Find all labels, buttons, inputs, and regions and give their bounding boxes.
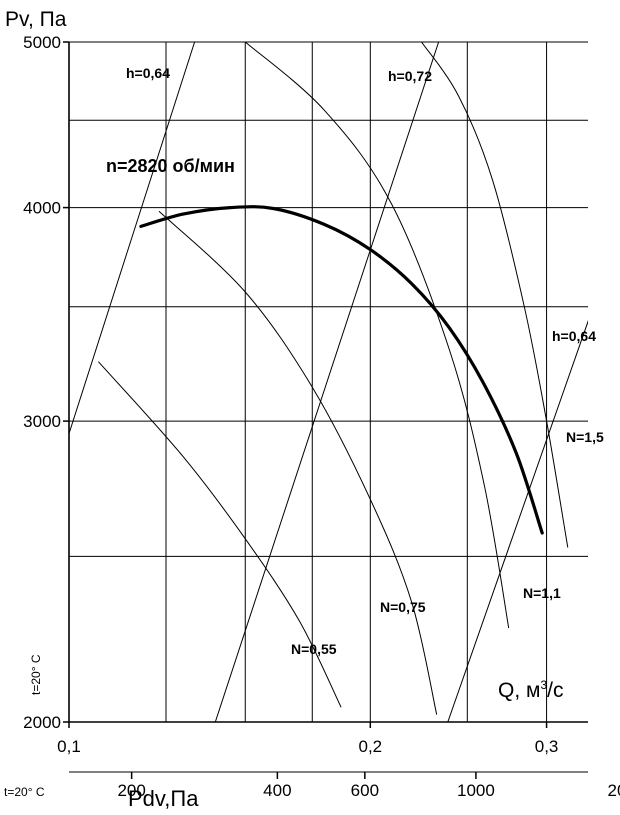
- pdv-axis-title: Pdv,Па: [128, 786, 199, 811]
- pdv-tick-label-3: 1000: [457, 781, 495, 800]
- label-h-072: h=0,72: [388, 68, 432, 84]
- label-n-075: N=0,75: [380, 599, 426, 615]
- plot-frame: [68, 41, 588, 773]
- label-h-064-right: h=0,64: [552, 328, 596, 344]
- power-curve-1: [158, 210, 438, 715]
- main-curve: [139, 205, 544, 535]
- x-tick-label-1: 0,2: [358, 737, 382, 756]
- power-curve-2: [244, 42, 510, 629]
- temp-label-x: t=20° C: [4, 785, 45, 799]
- x-tick-label-2: 0,3: [535, 737, 559, 756]
- label-h-064-left: h=0,64: [126, 65, 170, 81]
- power-curve-0: [98, 361, 342, 708]
- power-curve-3: [421, 42, 569, 548]
- efficiency-line-1: [214, 42, 440, 722]
- y-tick-label-2: 4000: [23, 199, 61, 218]
- label-n-11: N=1,1: [523, 585, 561, 601]
- label-n-15: N=1,5: [566, 429, 604, 445]
- y-tick-label-1: 3000: [23, 412, 61, 431]
- pdv-tick-label-2: 600: [351, 781, 379, 800]
- efficiency-line-2: [447, 320, 588, 722]
- efficiency-lines: [69, 42, 588, 722]
- pdv-tick-label-1: 400: [263, 781, 291, 800]
- temp-label-y: t=20° C: [29, 654, 43, 695]
- efficiency-line-0: [69, 42, 196, 434]
- label-speed: n=2820 об/мин: [106, 156, 235, 176]
- grid: [68, 42, 588, 722]
- pdv-tick-label-4: 2000: [608, 781, 620, 800]
- y-axis-title: Pv, Па: [5, 8, 67, 31]
- y-tick-label-3: 5000: [23, 33, 61, 52]
- power-curves: [98, 42, 569, 715]
- y-tick-label-0: 2000: [23, 713, 61, 732]
- tick-labels: 2000 3000 4000 5000 0,1 0,2 0,3 200 400 600 1000 20…: [23, 33, 620, 800]
- label-n-055: N=0,55: [291, 641, 337, 657]
- pdv-tick-label-0: 200: [117, 781, 145, 800]
- x-tick-label-0: 0,1: [57, 737, 81, 756]
- q-axis-title: Q, м3/c: [498, 678, 563, 702]
- main-curve-group: [139, 205, 544, 535]
